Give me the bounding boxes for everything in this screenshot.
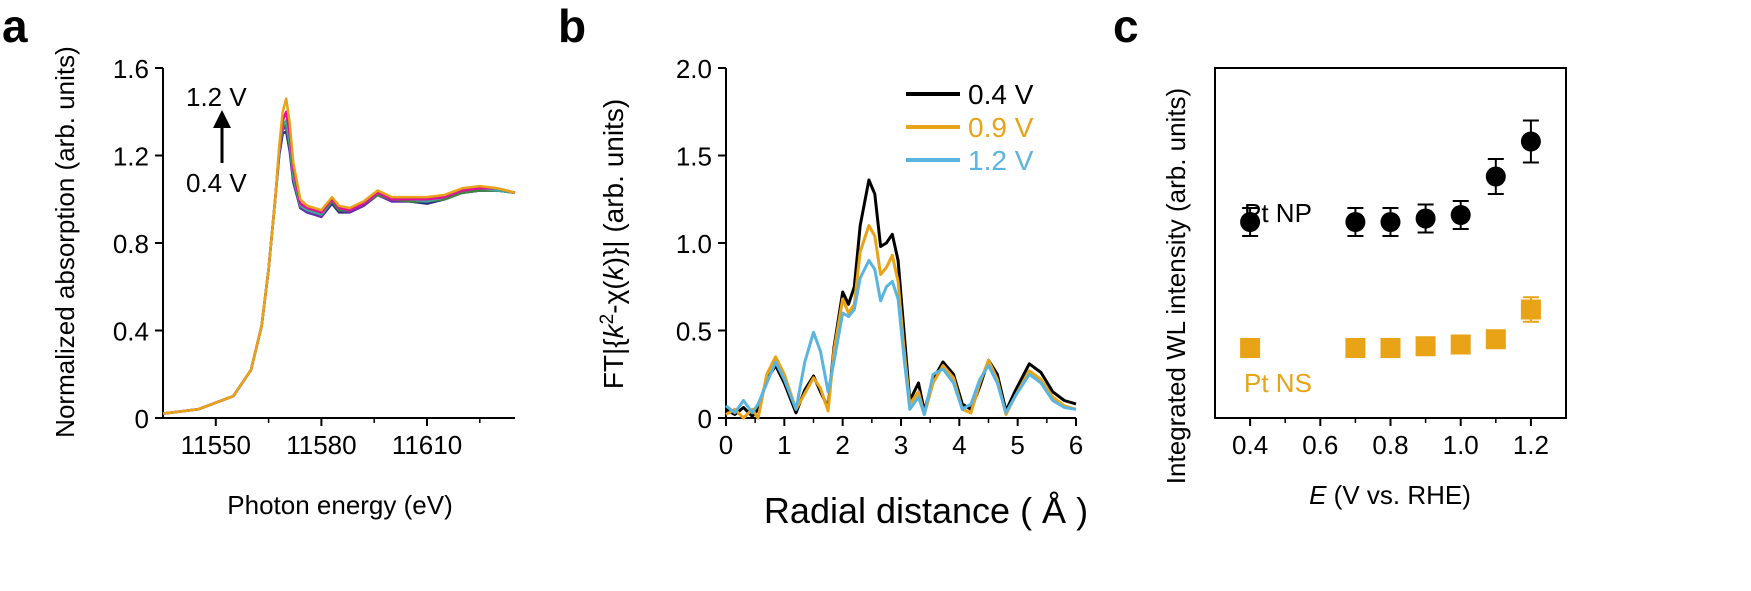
x-tick-label: 1.0 [1443,430,1479,460]
x-tick-label: 4 [952,430,966,460]
y-tick-label: 0.4 [113,317,149,347]
panel-c-ylabel: Integrated WL intensity (arb. units) [1161,88,1191,484]
x-tick-label: 5 [1010,430,1024,460]
x-tick-label: 0.6 [1302,430,1338,460]
legend-label-0-9v: 0.9 V [968,112,1034,143]
data-point-pt-np [1380,212,1401,232]
panel-a-series-6 [162,97,516,415]
data-point-pt-np [1415,208,1436,229]
panel-b-ylabel: FT|{k2-χ(k)}| (arb. units) [597,99,630,389]
x-tick-label: 2 [835,430,849,460]
data-point-pt-np [1485,166,1506,187]
x-tick-label: 1 [777,430,791,460]
panel-a-plot: 11550 11580 11610 0 0.4 0.8 1.2 1.6 [113,54,516,460]
panel-c-plot: 0.4 0.6 0.8 1.0 1.2 [1214,67,1567,460]
panel-a-series-4 [162,119,516,415]
annotation-0-4v: 0.4 V [186,168,247,198]
data-point-pt-ns [1380,338,1401,358]
arrow-up-icon [213,110,231,163]
y-tick-label: 1.2 [113,142,149,172]
x-tick-label: 11610 [392,430,462,460]
data-point-pt-ns [1240,338,1261,358]
data-point-pt-ns [1345,338,1366,358]
data-point-pt-np [1240,212,1261,232]
panel-label-c: c [1113,0,1139,52]
y-tick-label: 0.8 [113,229,149,259]
x-tick-label: 0 [719,430,733,460]
y-tick-label: 2.0 [676,54,712,84]
data-point-pt-np [1345,212,1366,232]
y-tick-label: 1.5 [676,142,712,172]
panel-label-a: a [2,0,28,52]
x-tick-label: 3 [894,430,908,460]
data-point-pt-ns [1520,299,1541,320]
panel-a-xlabel: Photon energy (eV) [227,490,452,520]
panel-c-xlabel: E (V vs. RHE) [1309,480,1471,510]
panel-b-xlabel: Radial distance ( Å ) [764,490,1088,531]
x-tick-label: 11580 [286,430,356,460]
y-tick-label: 1.6 [113,54,149,84]
y-tick-label: 0.5 [676,317,712,347]
annotation-1-2v: 1.2 V [186,82,247,112]
y-tick-label: 0 [135,404,149,434]
y-tick-label: 0 [698,404,712,434]
panel-b-legend: 0.4 V 0.9 V 1.2 V [906,79,1034,176]
data-point-pt-np [1520,131,1541,152]
panel-label-b: b [558,0,586,52]
data-point-pt-ns [1450,334,1471,355]
x-tick-label: 1.2 [1513,430,1549,460]
panel-b-plot: 0 1 2 3 4 5 6 0 0.5 1.0 1.5 2.0 [676,54,1083,460]
x-tick-label: 11550 [181,430,251,460]
data-point-pt-np [1450,205,1471,225]
series-label-pt-np: Pt NP [1244,198,1312,228]
panel-a-ylabel: Normalized absorption (arb. units) [50,46,80,438]
data-point-pt-ns [1415,336,1436,357]
panel-b-series-1-2-v [725,259,1077,416]
legend-label-1-2v: 1.2 V [968,145,1034,176]
series-label-pt-ns: Pt NS [1244,368,1312,398]
x-tick-label: 0.8 [1372,430,1408,460]
legend-label-0-4v: 0.4 V [968,79,1034,110]
panel-a-series-5 [162,110,516,415]
data-point-pt-ns [1485,329,1506,350]
y-tick-label: 1.0 [676,229,712,259]
x-tick-label: 6 [1069,430,1083,460]
x-tick-label: 0.4 [1232,430,1268,460]
plot-frame [1214,67,1567,419]
panel-b-series-0-9-v [725,224,1077,420]
